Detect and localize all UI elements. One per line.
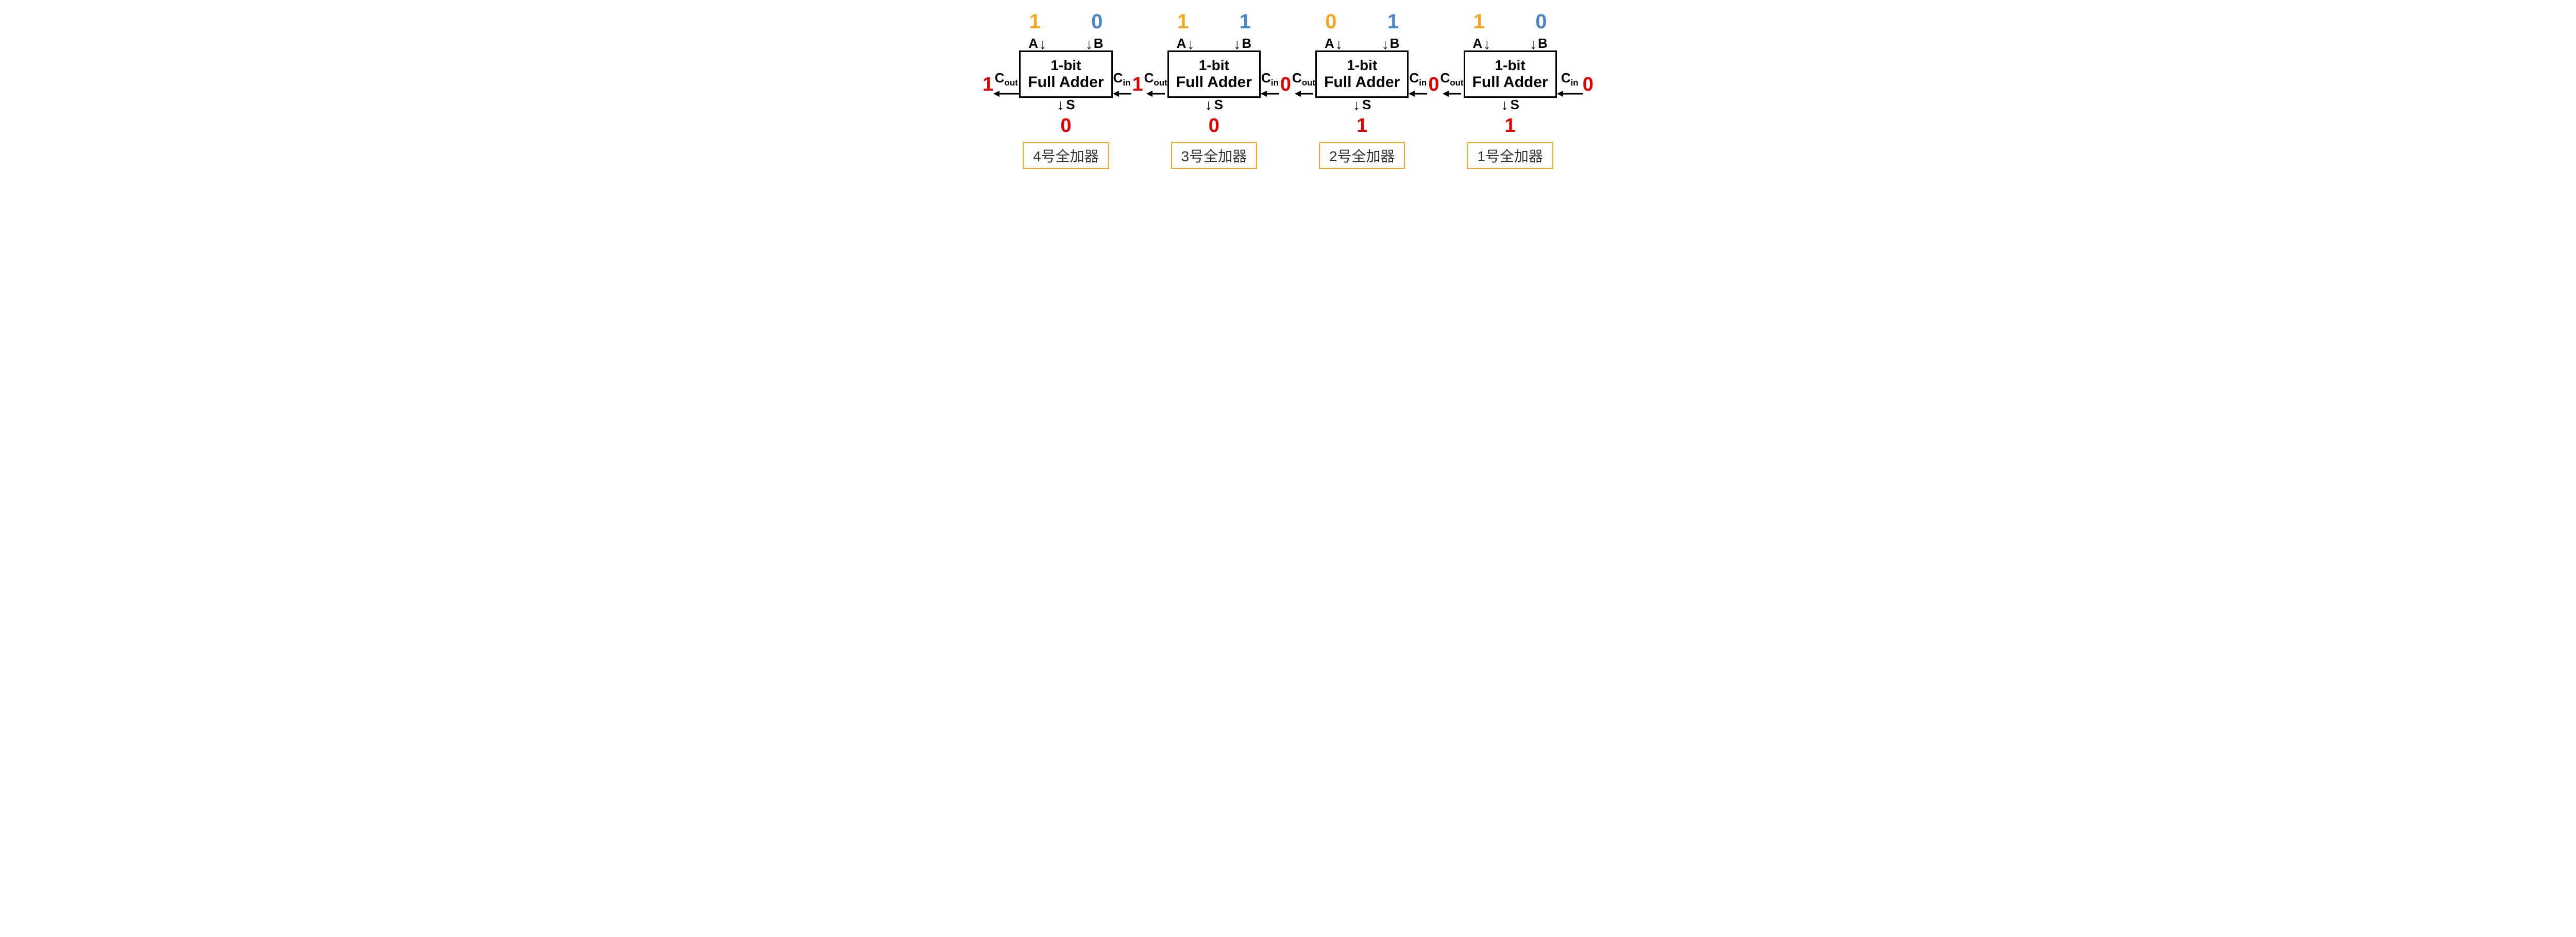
arrow-down-icon: ↓ [1205, 98, 1212, 112]
input-b-value: 1 [1387, 10, 1399, 33]
port-s-label: S [1214, 97, 1223, 113]
port-b-label: ↓B [1530, 36, 1548, 52]
port-s-label: S [1510, 97, 1519, 113]
input-a-value: 1 [1029, 10, 1040, 33]
port-s-label: S [1362, 97, 1371, 113]
output-s-value: 0 [1209, 115, 1219, 137]
port-s: ↓ S [1501, 97, 1519, 113]
box-line2: Full Adder [1472, 74, 1548, 91]
port-s: ↓ S [1205, 97, 1223, 113]
arrow-down-icon: ↓ [1057, 98, 1064, 112]
adder-unit-3: 1 1 A↓ ↓B 1-bit Full Adder ↓ S 0 3号全加器 [1167, 10, 1261, 169]
cout-label: Cout [1440, 70, 1463, 88]
arrow-down-icon: ↓ [1335, 37, 1343, 52]
final-cout-value: 1 [982, 74, 993, 96]
initial-cin-value: 0 [1583, 74, 1594, 96]
box-line1: 1-bit [1028, 57, 1104, 74]
adder-unit-2: 0 1 A↓ ↓B 1-bit Full Adder ↓ S 1 2号全加器 [1315, 10, 1409, 169]
box-line1: 1-bit [1324, 57, 1400, 74]
box-line1: 1-bit [1472, 57, 1548, 74]
cout-label: Cout [1144, 70, 1167, 88]
adder-unit-1: 1 0 A↓ ↓B 1-bit Full Adder ↓ S 1 1号全加器 [1464, 10, 1557, 169]
arrow-left-icon [1443, 89, 1461, 99]
box-line2: Full Adder [1176, 74, 1252, 91]
port-a-label: A↓ [1472, 36, 1490, 52]
port-a-label: A↓ [1325, 36, 1343, 52]
carry-connector-4-3: Cin 1 Cout [1113, 70, 1167, 98]
adder-box: 1-bit Full Adder [1464, 50, 1557, 98]
cin-label: Cin [1261, 70, 1279, 88]
arrow-left-icon [1261, 89, 1279, 99]
cout-label: Cout [995, 70, 1018, 88]
arrow-down-icon: ↓ [1353, 98, 1360, 112]
input-b-value: 1 [1239, 10, 1250, 33]
arrow-left-icon [1146, 89, 1165, 99]
final-cout: 1 Cout [982, 70, 1019, 98]
port-s-label: S [1066, 97, 1075, 113]
arrow-left-icon [1409, 89, 1427, 99]
arrow-down-icon: ↓ [1187, 37, 1194, 52]
cout-label: Cout [1292, 70, 1315, 88]
adder-unit-4: 1 0 A↓ ↓B 1-bit Full Adder ↓ S 0 4号全加器 [1019, 10, 1112, 169]
arrow-down-icon: ↓ [1382, 37, 1389, 52]
port-s: ↓ S [1057, 97, 1075, 113]
cin-label: Cin [1409, 70, 1427, 88]
carry-value: 1 [1132, 74, 1143, 96]
box-line2: Full Adder [1324, 74, 1400, 91]
port-s: ↓ S [1353, 97, 1371, 113]
arrow-down-icon: ↓ [1086, 37, 1093, 52]
adder-box: 1-bit Full Adder [1315, 50, 1409, 98]
arrow-left-icon [1557, 89, 1583, 99]
port-a-label: A↓ [1028, 36, 1046, 52]
carry-connector-3-2: Cin 0 Cout [1261, 70, 1315, 98]
input-a-value: 1 [1177, 10, 1189, 33]
arrow-down-icon: ↓ [1483, 37, 1490, 52]
output-s-value: 1 [1357, 115, 1367, 137]
arrow-left-icon [1113, 89, 1131, 99]
input-b-value: 0 [1091, 10, 1103, 33]
input-a-value: 1 [1473, 10, 1485, 33]
adder-caption: 1号全加器 [1467, 142, 1553, 169]
arrow-down-icon: ↓ [1039, 37, 1046, 52]
output-s-value: 0 [1060, 115, 1071, 137]
port-a-label: A↓ [1177, 36, 1195, 52]
arrow-down-icon: ↓ [1530, 37, 1537, 52]
cout-label-group: Cout [993, 70, 1019, 98]
arrow-left-icon [993, 89, 1019, 99]
adder-caption: 2号全加器 [1319, 142, 1405, 169]
output-s-value: 1 [1505, 115, 1516, 137]
initial-cin: Cin 0 [1557, 70, 1594, 98]
arrow-down-icon: ↓ [1501, 98, 1508, 112]
carry-value: 0 [1280, 74, 1291, 96]
ripple-carry-adder-diagram: 1 Cout 1 0 A↓ ↓B 1-bit Full Adder ↓ S 0 … [10, 10, 2566, 169]
carry-value: 0 [1428, 74, 1439, 96]
arrow-left-icon [1295, 89, 1313, 99]
cin-label: Cin [1561, 70, 1579, 88]
arrow-down-icon: ↓ [1233, 37, 1241, 52]
box-line1: 1-bit [1176, 57, 1252, 74]
carry-connector-2-1: Cin 0 Cout [1409, 70, 1463, 98]
box-line2: Full Adder [1028, 74, 1104, 91]
port-b-label: ↓B [1233, 36, 1251, 52]
input-a-value: 0 [1325, 10, 1336, 33]
port-b-label: ↓B [1382, 36, 1400, 52]
input-b-value: 0 [1535, 10, 1547, 33]
port-b-label: ↓B [1086, 36, 1104, 52]
adder-caption: 3号全加器 [1171, 142, 1258, 169]
adder-caption: 4号全加器 [1023, 142, 1109, 169]
adder-box: 1-bit Full Adder [1019, 50, 1112, 98]
cin-label: Cin [1113, 70, 1131, 88]
adder-box: 1-bit Full Adder [1167, 50, 1261, 98]
